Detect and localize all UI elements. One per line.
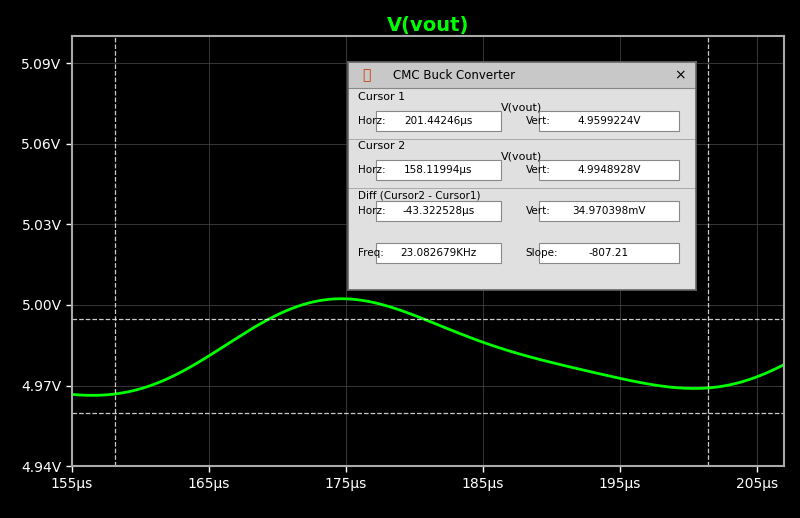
Text: 34.970398mV: 34.970398mV xyxy=(572,206,646,216)
Bar xyxy=(539,111,678,131)
Bar xyxy=(376,111,501,131)
Text: ⏵: ⏵ xyxy=(362,68,370,82)
Text: -807.21: -807.21 xyxy=(589,248,629,258)
Bar xyxy=(376,243,501,263)
Text: V(vout): V(vout) xyxy=(502,152,542,162)
Text: Diff (Cursor2 - Cursor1): Diff (Cursor2 - Cursor1) xyxy=(358,191,481,200)
Text: -43.322528μs: -43.322528μs xyxy=(402,206,474,216)
Bar xyxy=(376,201,501,221)
Text: Horz:: Horz: xyxy=(358,206,386,216)
Text: 201.44246μs: 201.44246μs xyxy=(404,116,473,126)
Text: V(vout): V(vout) xyxy=(502,103,542,113)
Text: 4.9599224V: 4.9599224V xyxy=(578,116,641,126)
Bar xyxy=(539,201,678,221)
Text: CMC Buck Converter: CMC Buck Converter xyxy=(394,69,515,82)
Bar xyxy=(348,62,696,89)
Bar xyxy=(539,243,678,263)
Text: Freq:: Freq: xyxy=(358,248,384,258)
Bar xyxy=(539,160,678,180)
Text: 158.11994μs: 158.11994μs xyxy=(404,165,473,175)
Text: ×: × xyxy=(674,68,686,82)
Text: Cursor 1: Cursor 1 xyxy=(358,93,406,103)
Text: Slope:: Slope: xyxy=(526,248,558,258)
Text: Horz:: Horz: xyxy=(358,116,386,126)
Text: Vert:: Vert: xyxy=(526,165,550,175)
Bar xyxy=(376,160,501,180)
Text: 23.082679KHz: 23.082679KHz xyxy=(400,248,477,258)
Title: V(vout): V(vout) xyxy=(387,16,469,35)
Text: Vert:: Vert: xyxy=(526,116,550,126)
Text: Horz:: Horz: xyxy=(358,165,386,175)
Text: 4.9948928V: 4.9948928V xyxy=(578,165,641,175)
Text: Vert:: Vert: xyxy=(526,206,550,216)
Text: Cursor 2: Cursor 2 xyxy=(358,141,406,151)
